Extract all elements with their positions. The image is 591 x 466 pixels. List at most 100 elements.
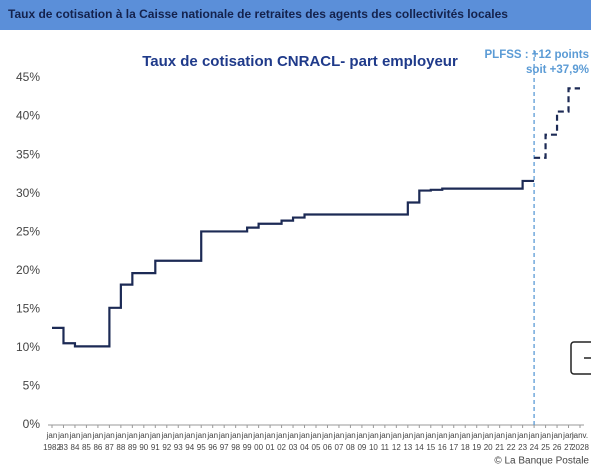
x-tick-label: jan [310, 431, 322, 440]
x-tick-label: 07 [335, 443, 344, 452]
x-tick-label: 26 [553, 443, 562, 452]
x-tick-label: jan [287, 431, 299, 440]
x-tick-label: 27 [564, 443, 573, 452]
x-tick-label: 19 [472, 443, 481, 452]
x-tick-label: jan [436, 431, 448, 440]
x-tick-label: janv. [571, 431, 588, 440]
x-tick-label: 83 [59, 443, 68, 452]
x-tick-label: jan [160, 431, 172, 440]
x-tick-label: jan [482, 431, 494, 440]
x-tick-label: jan [413, 431, 425, 440]
x-tick-label: 10 [369, 443, 378, 452]
x-tick-label: 86 [93, 443, 102, 452]
x-tick-label: jan [115, 431, 127, 440]
x-tick-label: jan [528, 431, 540, 440]
x-tick-label: jan [195, 431, 207, 440]
x-tick-label: 13 [403, 443, 412, 452]
x-tick-label: 85 [82, 443, 91, 452]
x-tick-label: jan [493, 431, 505, 440]
y-tick-label: 15% [16, 302, 40, 316]
x-tick-label: jan [356, 431, 368, 440]
y-tick-label: 5% [23, 379, 41, 393]
x-tick-label: 02 [277, 443, 286, 452]
annotation: soit +37,9% [526, 64, 589, 76]
x-tick-label: 88 [116, 443, 125, 452]
x-tick-label: 04 [300, 443, 309, 452]
x-tick-label: jan [218, 431, 230, 440]
x-tick-label: jan [470, 431, 482, 440]
x-tick-label: 84 [71, 443, 80, 452]
x-tick-label: 01 [266, 443, 275, 452]
x-tick-label: 91 [151, 443, 160, 452]
x-tick-label: jan [344, 431, 356, 440]
x-tick-label: 09 [357, 443, 366, 452]
y-tick-label: 45% [16, 70, 40, 84]
series-line [52, 179, 535, 348]
x-tick-label: jan [459, 431, 471, 440]
x-tick-label: jan [447, 431, 459, 440]
x-tick-label: jan [103, 431, 115, 440]
x-tick-label: jan [551, 431, 563, 440]
x-tick-label: 97 [220, 443, 229, 452]
x-tick-label: jan [505, 431, 517, 440]
x-tick-label: 18 [461, 443, 470, 452]
y-tick-label: 20% [16, 263, 40, 277]
x-tick-label: jan [390, 431, 402, 440]
x-tick-label: 25 [541, 443, 550, 452]
x-tick-label: 05 [312, 443, 321, 452]
x-tick-label: jan [46, 431, 58, 440]
x-tick-label: 16 [438, 443, 447, 452]
x-tick-label: jan [379, 431, 391, 440]
x-tick-label: 99 [243, 443, 252, 452]
header-title: Taux de cotisation à la Caisse nationale… [8, 7, 508, 21]
x-tick-label: jan [321, 431, 333, 440]
x-tick-label: 23 [518, 443, 527, 452]
x-tick-label: jan [264, 431, 276, 440]
chart-title: Taux de cotisation CNRACL- part employeu… [142, 53, 458, 70]
x-tick-label: jan [137, 431, 149, 440]
x-tick-label: jan [206, 431, 218, 440]
x-tick-label: jan [229, 431, 241, 440]
x-tick-label: jan [516, 431, 528, 440]
x-tick-label: jan [126, 431, 138, 440]
x-tick-label: jan [172, 431, 184, 440]
annotation: PLFSS : +12 points [485, 49, 589, 61]
x-tick-label: jan [92, 431, 104, 440]
x-tick-label: 17 [449, 443, 458, 452]
y-tick-label: 30% [16, 186, 40, 200]
x-tick-label: jan [252, 431, 264, 440]
y-tick-label: 40% [16, 109, 40, 123]
x-tick-label: jan [80, 431, 92, 440]
x-tick-label: jan [183, 431, 195, 440]
x-tick-label: 14 [415, 443, 424, 452]
x-tick-label: 11 [381, 443, 390, 452]
x-tick-label: jan [149, 431, 161, 440]
x-tick-label: 22 [507, 443, 516, 452]
y-tick-label: 0% [23, 417, 41, 431]
y-tick-label: 10% [16, 340, 40, 354]
x-tick-label: 2028 [571, 443, 589, 452]
x-tick-label: 93 [174, 443, 183, 452]
header-banner [0, 0, 591, 30]
x-tick-label: 87 [105, 443, 114, 452]
y-tick-label: 25% [16, 224, 40, 238]
x-tick-label: jan [69, 431, 81, 440]
x-tick-label: 89 [128, 443, 137, 452]
x-tick-label: 20 [484, 443, 493, 452]
x-tick-label: jan [298, 431, 310, 440]
y-tick-label: 35% [16, 147, 40, 161]
x-tick-label: jan [539, 431, 551, 440]
x-tick-label: jan [275, 431, 287, 440]
x-tick-label: 08 [346, 443, 355, 452]
x-tick-label: 12 [392, 443, 401, 452]
legend-box [570, 341, 591, 375]
x-tick-label: jan [401, 431, 413, 440]
x-tick-label: jan [241, 431, 253, 440]
x-tick-label: 98 [231, 443, 240, 452]
x-tick-label: 06 [323, 443, 332, 452]
x-tick-label: 90 [139, 443, 148, 452]
x-tick-label: jan [333, 431, 345, 440]
x-tick-label: 95 [197, 443, 206, 452]
x-tick-label: 24 [530, 443, 539, 452]
